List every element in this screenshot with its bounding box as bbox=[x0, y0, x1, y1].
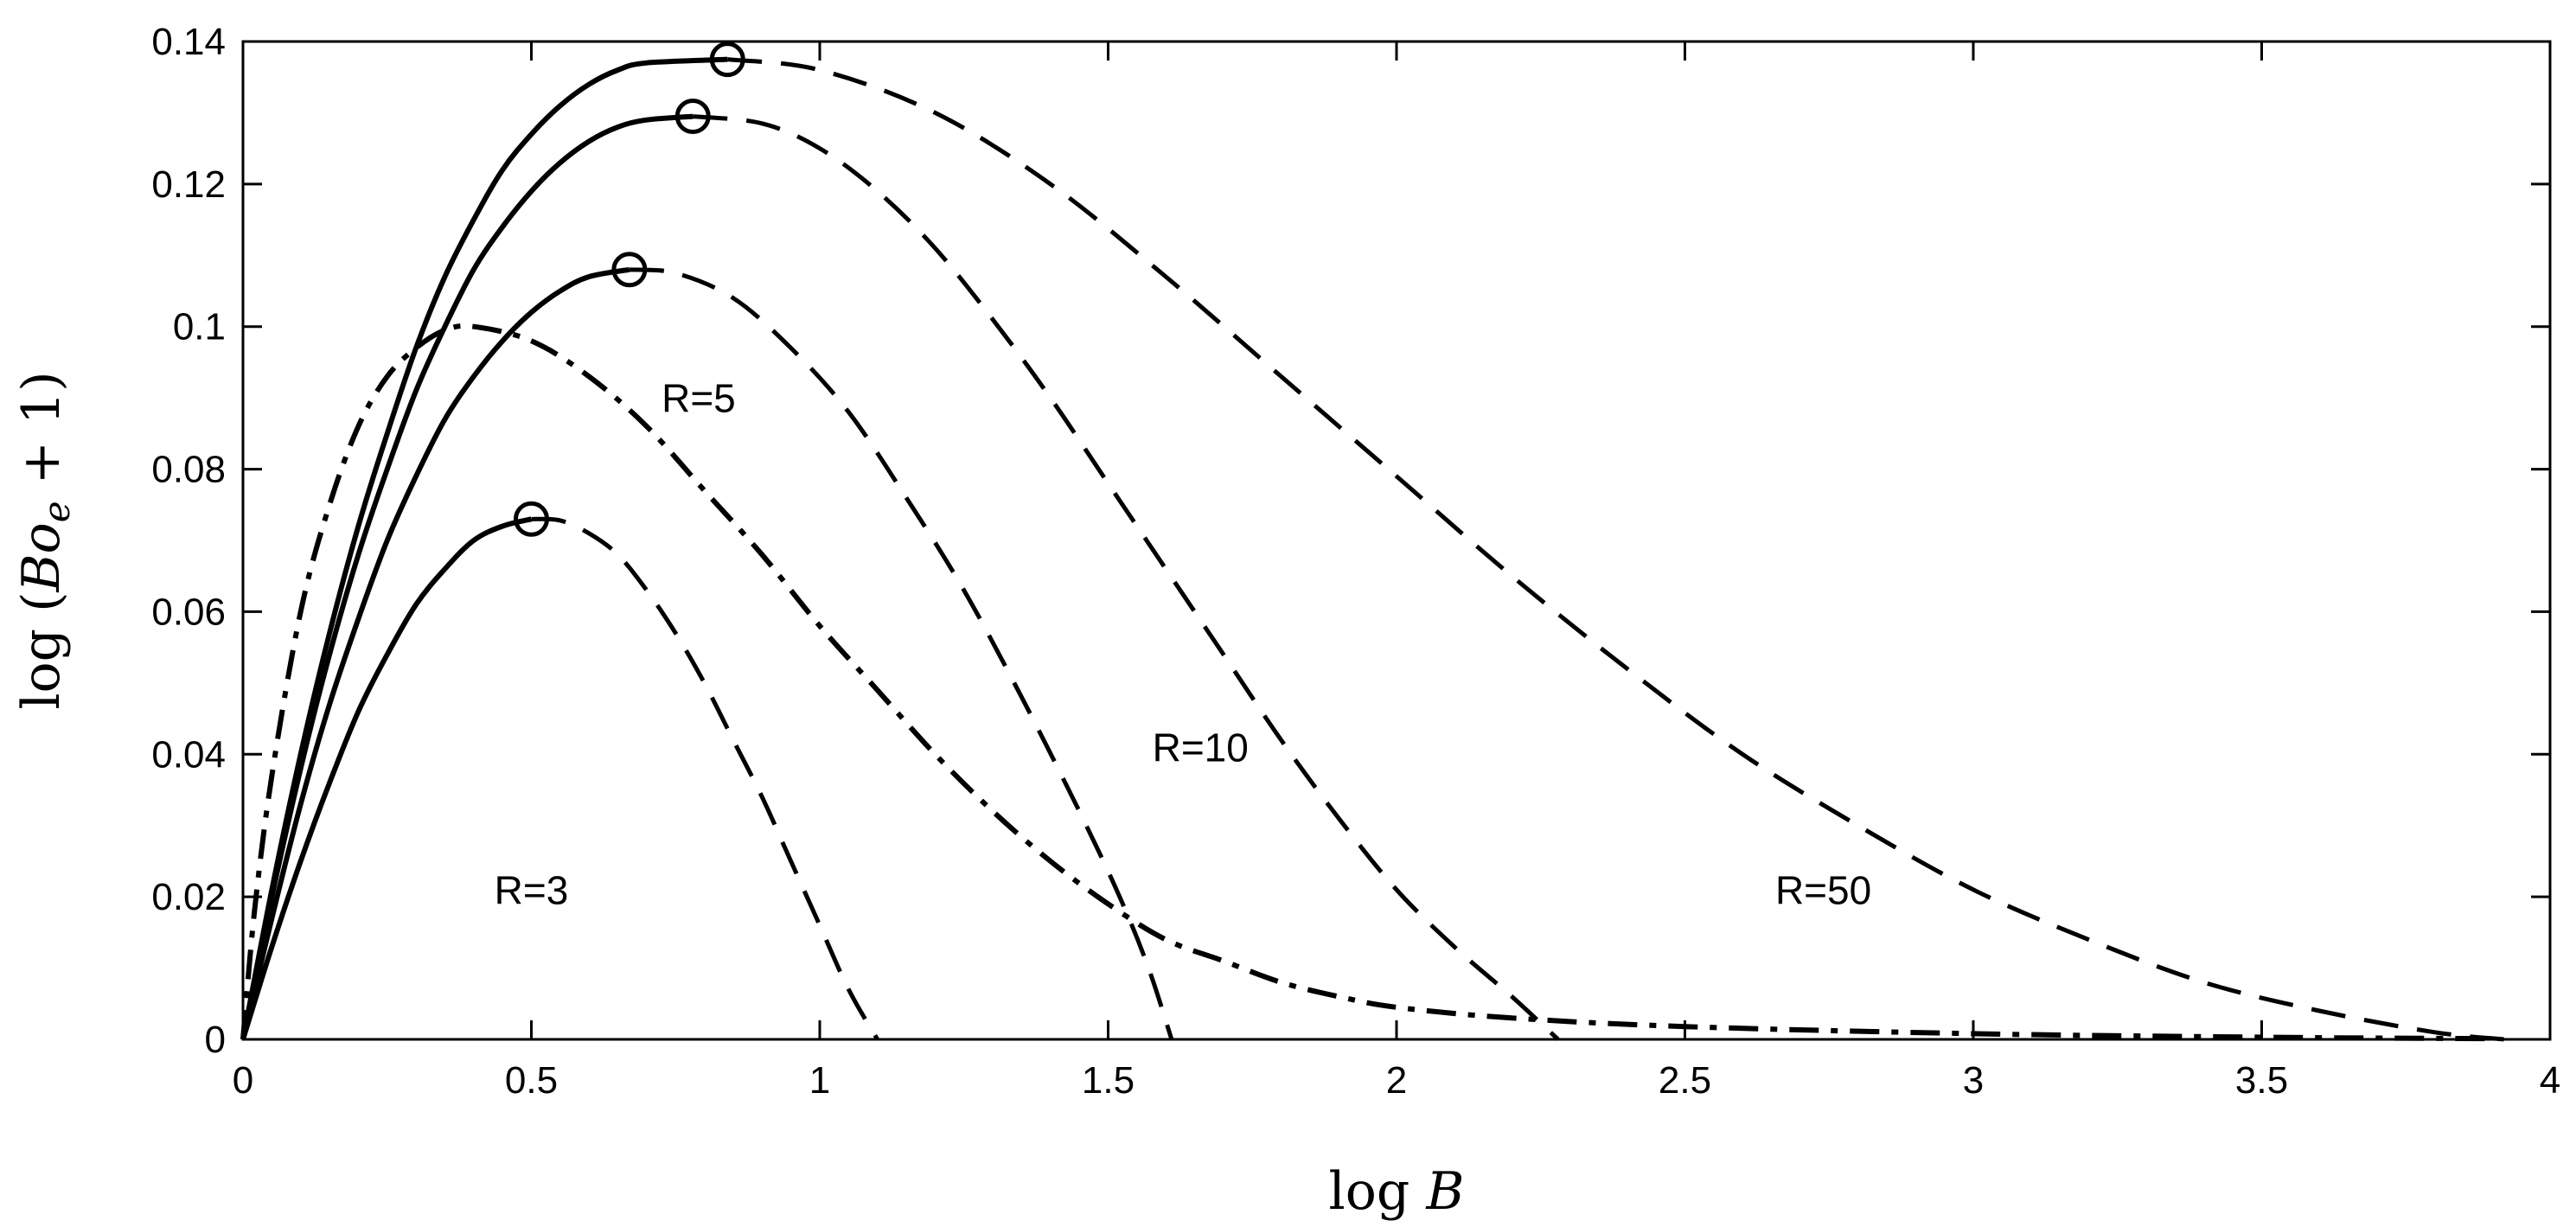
curve-label: R=3 bbox=[495, 867, 569, 912]
x-tick-label: 2 bbox=[1386, 1059, 1407, 1102]
curve-dashed-r-50 bbox=[727, 57, 2504, 1042]
curve-dashed-r-3 bbox=[531, 516, 879, 1041]
curve-solid-r-50 bbox=[240, 56, 728, 1040]
axis-ticks: 0 0.5 1 1.5 2 2.5 3 3.5 4 0 0.02 0.04 0.06 0.08 0.1 0.1… bbox=[151, 21, 2560, 1102]
curve-dashed-r-5 bbox=[629, 267, 1174, 1040]
maximum-marker bbox=[709, 42, 745, 78]
maximum-marker bbox=[674, 99, 711, 135]
curve-solid-r-5 bbox=[240, 266, 630, 1040]
curve-solid-r-10 bbox=[240, 113, 694, 1040]
x-tick-label: 4 bbox=[2540, 1059, 2560, 1102]
maxima-markers bbox=[514, 42, 745, 537]
y-tick-label: 0.06 bbox=[151, 591, 226, 633]
maximum-marker bbox=[611, 252, 648, 288]
curve-label: R=10 bbox=[1153, 725, 1249, 770]
x-tick-label: 1 bbox=[809, 1059, 830, 1102]
x-tick-label: 3.5 bbox=[2235, 1059, 2288, 1102]
y-tick-label: 0.02 bbox=[151, 876, 226, 918]
curve-labels: R=3 R=5 R=10 R=50 bbox=[495, 376, 1872, 913]
curve-label: R=50 bbox=[1775, 867, 1871, 912]
curves bbox=[240, 56, 2504, 1042]
y-tick-label: 0.04 bbox=[151, 733, 226, 776]
curve-dashed-r-10 bbox=[693, 114, 1560, 1041]
x-tick-label: 0.5 bbox=[505, 1059, 558, 1102]
y-axis-label: log (Boe + 1) bbox=[11, 371, 78, 709]
y-tick-label: 0.1 bbox=[173, 306, 226, 348]
y-tick-label: 0 bbox=[205, 1019, 226, 1061]
curve-solid-r-3 bbox=[240, 516, 533, 1040]
x-tick-label: 3 bbox=[1963, 1059, 1984, 1102]
y-tick-label: 0.14 bbox=[151, 21, 226, 63]
y-tick-label: 0.12 bbox=[151, 163, 226, 206]
x-tick-label: 2.5 bbox=[1659, 1059, 1711, 1102]
x-tick-label: 0 bbox=[233, 1059, 253, 1102]
curve-label: R=5 bbox=[662, 376, 736, 421]
x-axis-label: log B bbox=[1329, 1161, 1465, 1222]
x-tick-label: 1.5 bbox=[1082, 1059, 1135, 1102]
envelope-dash-dot bbox=[240, 323, 2493, 1042]
maximum-marker bbox=[514, 501, 549, 537]
y-tick-label: 0.08 bbox=[151, 449, 226, 491]
